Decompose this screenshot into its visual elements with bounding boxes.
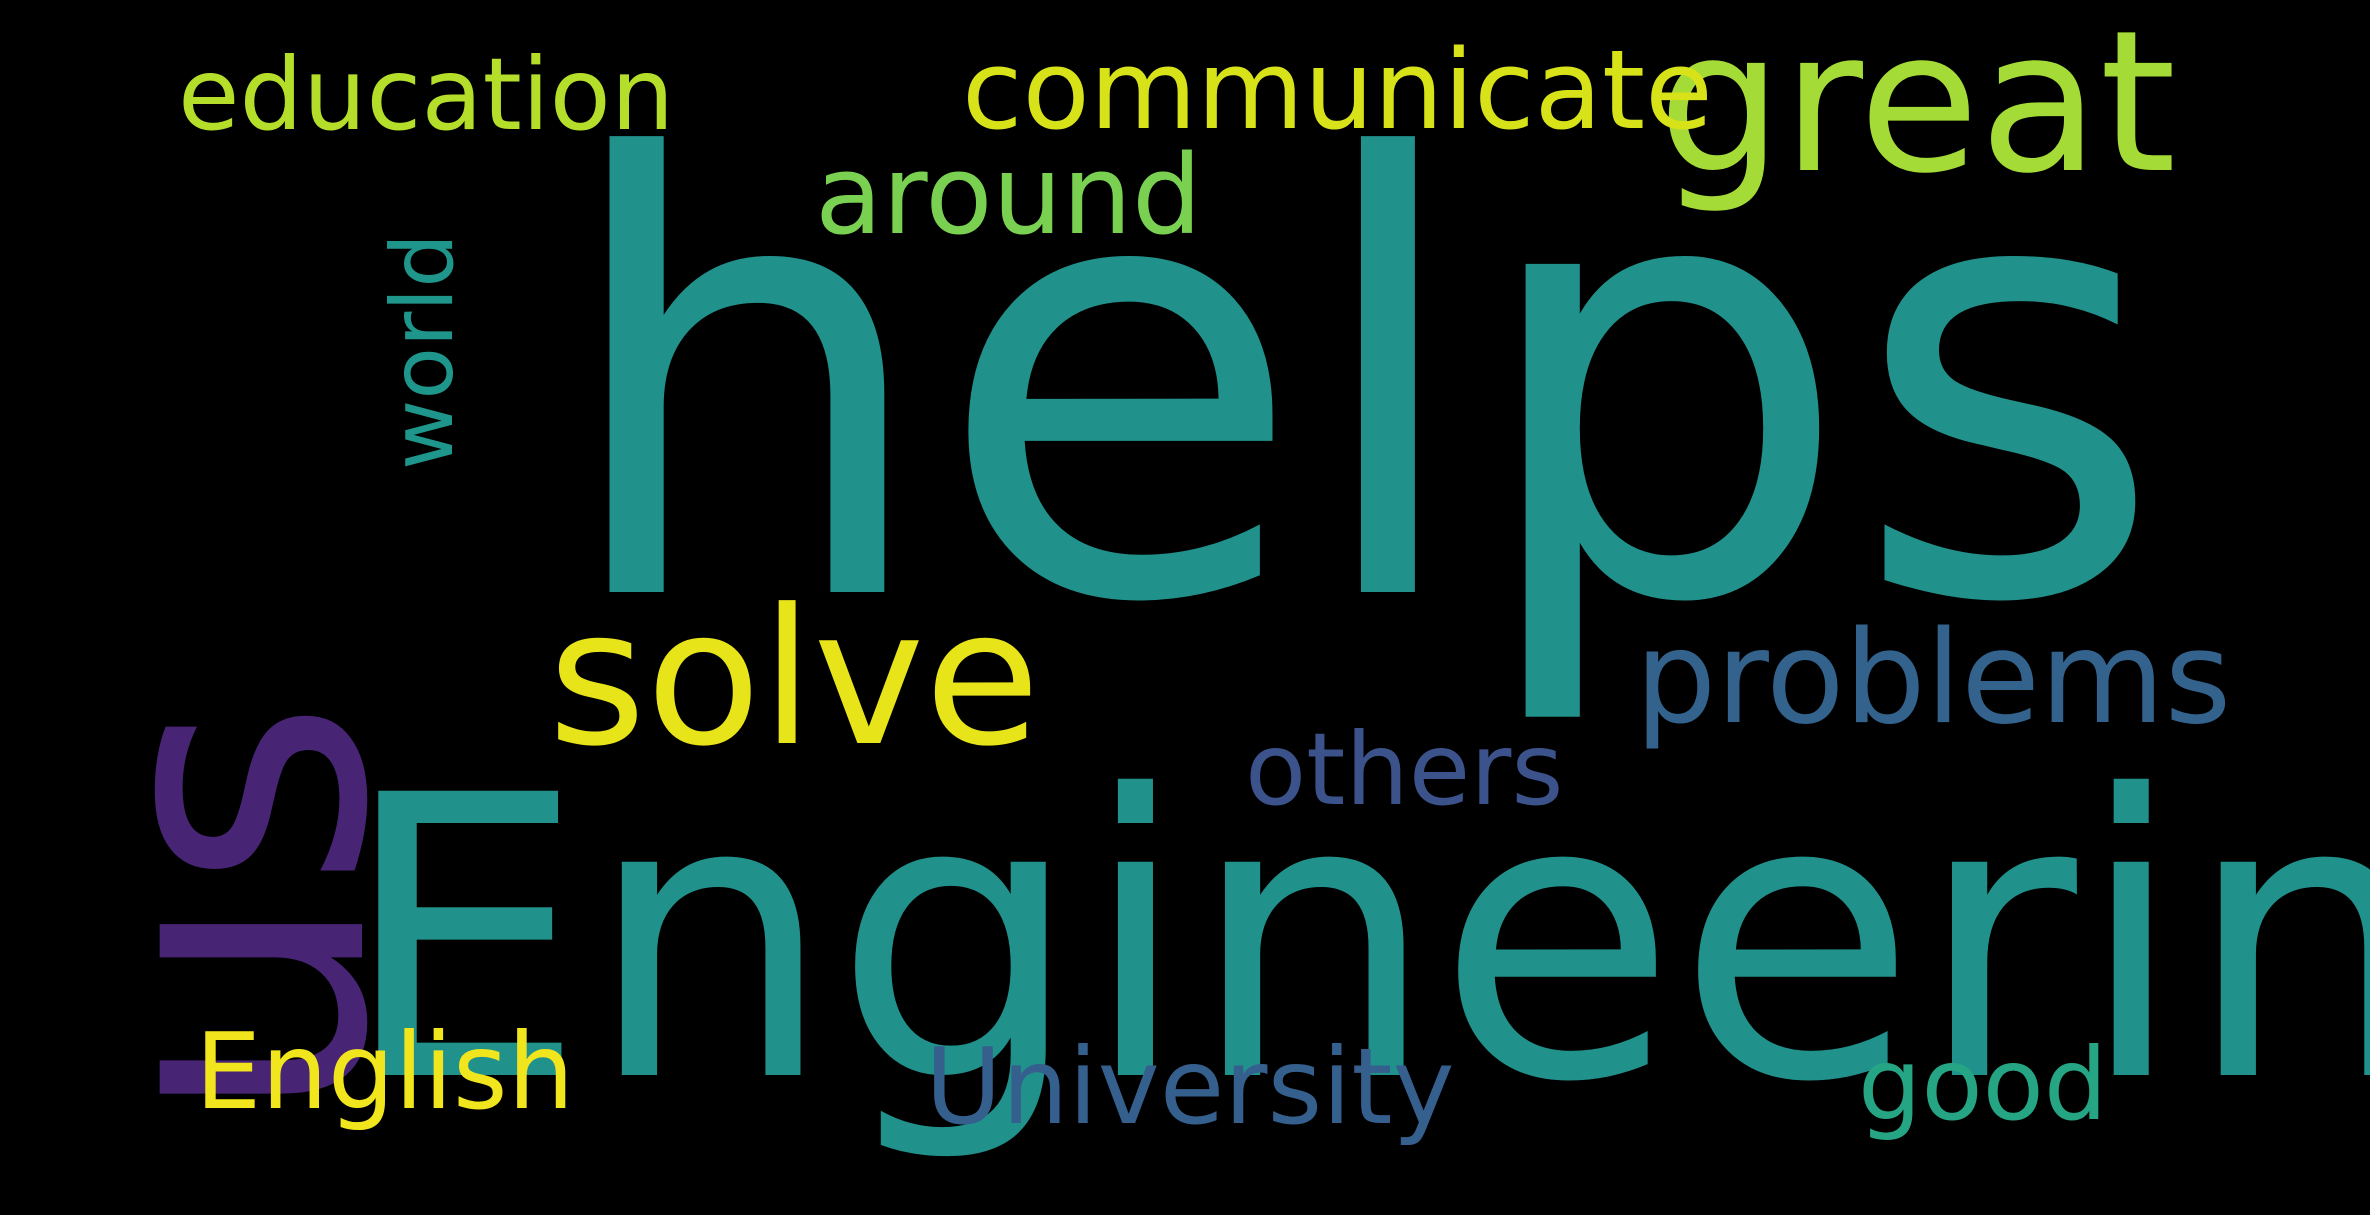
word-around: around — [815, 131, 1202, 259]
word-solve: solve — [548, 569, 1041, 788]
word-communicate: communicate — [962, 26, 1713, 154]
word-world: world — [373, 233, 473, 470]
word-others: others — [1245, 711, 1564, 828]
word-university: University — [925, 1026, 1455, 1148]
word-great: great — [1658, 0, 2177, 217]
word-english: English — [195, 1011, 575, 1133]
word-helps: helps — [555, 35, 2165, 734]
word-education: education — [178, 36, 675, 153]
word-problems: problems — [1635, 604, 2232, 753]
word-good: good — [1858, 1026, 2108, 1143]
word-engineering: Engineering — [340, 713, 2370, 1167]
